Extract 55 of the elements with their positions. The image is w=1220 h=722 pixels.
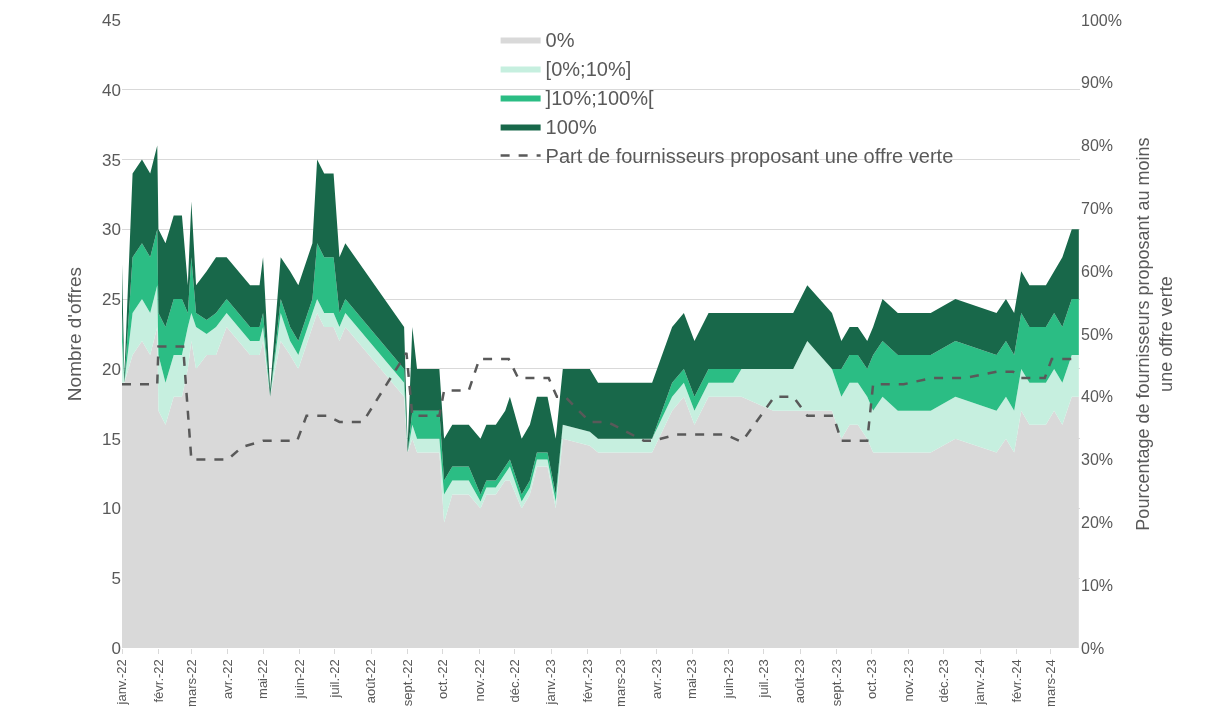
x-tick-label: août-23 [792, 659, 808, 704]
x-tick-label: juil.-22 [326, 659, 342, 699]
x-tick-label: mars-24 [1042, 659, 1058, 707]
x-tick-label: févr.-23 [579, 659, 595, 703]
y-tick-label: 15 [102, 429, 121, 449]
x-tick-label: janv.-22 [114, 659, 130, 706]
y-axis-title: Nombre d'offres [63, 266, 85, 402]
y2-tick-label: 70% [1081, 200, 1114, 217]
y-tick-label: 20 [102, 359, 121, 379]
x-tick-label: mai-23 [684, 659, 700, 699]
y-tick-label: 35 [102, 150, 121, 170]
x-tick-label: juin-22 [291, 659, 307, 700]
y-tick-label: 0 [111, 638, 121, 658]
x-tick-label: août-22 [363, 659, 379, 704]
legend-label: ]10%;100%[ [545, 87, 654, 110]
y-tick-label: 45 [102, 10, 121, 30]
x-tick-label: déc.-22 [506, 659, 522, 703]
x-tick-label: sept.-22 [399, 659, 415, 707]
x-tick-label: mars-22 [183, 659, 199, 707]
y-tick-label: 30 [102, 220, 121, 240]
y-tick-label: 5 [111, 569, 121, 589]
y2-tick-label: 20% [1081, 514, 1114, 531]
x-tick-label: oct.-23 [864, 659, 880, 699]
y-tick-label: 10 [102, 499, 121, 519]
x-tick-label: déc.-23 [935, 659, 951, 703]
legend-label: 100% [545, 116, 597, 139]
legend-label: [0%;10%] [545, 58, 632, 81]
y-tick-label: 25 [102, 290, 121, 310]
legend-label: Part de fournisseurs proposant une offre verte [545, 145, 954, 168]
x-tick-label: oct.-22 [435, 659, 451, 699]
x-tick-label: mars-23 [612, 659, 628, 707]
y-tick-label: 40 [102, 80, 121, 100]
y2-axis-title: Pourcentage de fournisseurs proposant au moins une offre verte [1133, 137, 1177, 531]
legend-label: 0% [545, 29, 575, 52]
x-tick-label: juin-23 [720, 659, 736, 700]
x-tick-label: mai-22 [255, 659, 271, 699]
y2-tick-label: 30% [1081, 451, 1114, 469]
x-tick-label: juil.-23 [756, 659, 772, 699]
y2-tick-label: 90% [1081, 74, 1114, 92]
x-tick-label: janv.-23 [543, 659, 559, 706]
x-tick-label: avr.-23 [649, 659, 665, 699]
y2-tick-label: 0% [1081, 639, 1105, 657]
y2-tick-label: 50% [1081, 325, 1114, 343]
y2-tick-label: 80% [1081, 137, 1114, 155]
y2-tick-label: 10% [1081, 576, 1114, 594]
x-tick-label: févr.-22 [150, 659, 166, 703]
y2-tick-label: 100% [1081, 11, 1122, 29]
x-tick-label: sept.-23 [828, 659, 844, 707]
x-tick-label: avr.-22 [220, 659, 236, 699]
y2-tick-label: 60% [1081, 262, 1114, 280]
x-tick-label: nov.-22 [471, 659, 487, 702]
x-tick-label: nov.-23 [900, 659, 916, 702]
x-tick-label: janv.-24 [972, 659, 988, 706]
y2-tick-label: 40% [1081, 388, 1114, 406]
x-tick-label: févr.-24 [1008, 659, 1024, 703]
